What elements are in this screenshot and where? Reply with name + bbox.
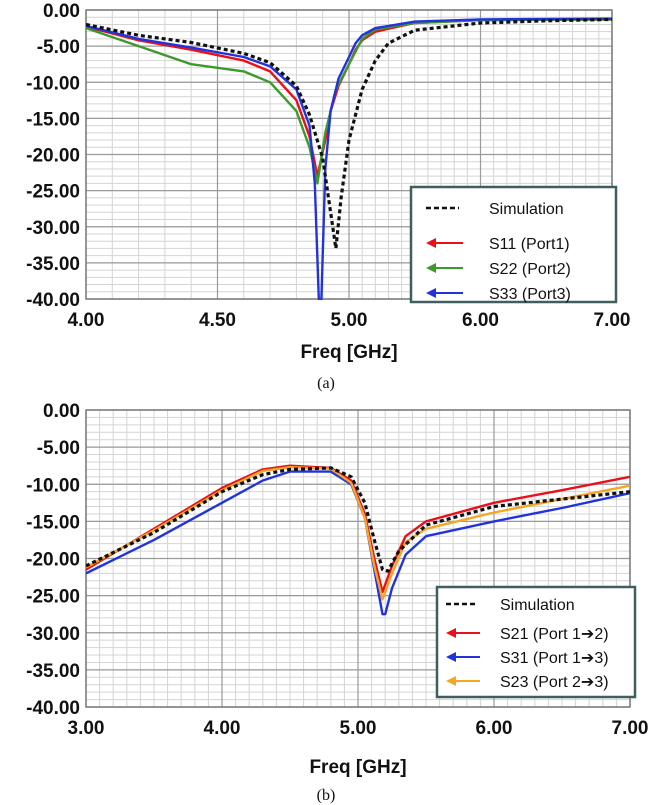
- legend-label: S11 (Port1): [489, 236, 570, 253]
- y-tick-label: -25.00: [26, 587, 80, 608]
- legend-label: S22 (Port2): [489, 261, 571, 278]
- legend-arrow-icon: [426, 263, 436, 273]
- y-tick-label: -10.00: [26, 73, 80, 94]
- y-tick-label: -30.00: [26, 624, 80, 645]
- x-tick-label: 5.00: [331, 310, 368, 331]
- legend-label: S33 (Port3): [489, 286, 571, 303]
- legend-box: [409, 185, 618, 304]
- series-line-s33-port3: [86, 17, 612, 300]
- y-tick-label: -35.00: [26, 254, 80, 275]
- figure-caption: (b): [317, 787, 336, 804]
- series-line-simulation: [86, 466, 630, 573]
- legend-box: [435, 585, 637, 699]
- legend-label: Simulation: [489, 201, 564, 218]
- legend-arrow-icon: [446, 676, 456, 686]
- plot-frame: [85, 409, 631, 708]
- x-axis-title: Freq [GHz]: [309, 757, 406, 778]
- x-tick-label: 7.00: [594, 310, 631, 331]
- y-tick-label: -20.00: [26, 550, 80, 571]
- series-line-s22-port2: [86, 18, 612, 185]
- y-tick-label: -15.00: [26, 109, 80, 130]
- y-tick-label: -15.00: [26, 512, 80, 533]
- y-tick-label: -5.00: [37, 37, 80, 58]
- series-line-s23-port-2-3: [86, 466, 630, 601]
- y-tick-label: -20.00: [26, 146, 80, 167]
- y-tick-label: -5.00: [37, 438, 80, 459]
- y-tick-label: -30.00: [26, 218, 80, 239]
- legend-arrow-icon: [446, 628, 456, 638]
- y-tick-label: -40.00: [26, 698, 80, 719]
- y-tick-label: 0.00: [43, 401, 80, 422]
- legend-label: S21 (Port 1➔2): [500, 626, 609, 643]
- legend: Simulation S11 (Port1) S22 (Port2) S33 (Por…: [409, 185, 618, 304]
- y-tick-label: -35.00: [26, 661, 80, 682]
- y-tick-label: -10.00: [26, 475, 80, 496]
- legend-label: S31 (Port 1➔3): [500, 650, 609, 667]
- y-tick-label: 0.00: [43, 1, 80, 22]
- series-group: [86, 17, 612, 300]
- plot-frame: [85, 9, 613, 300]
- figure-caption: (a): [317, 375, 335, 392]
- legend-arrow-icon: [426, 238, 436, 248]
- x-tick-label: 4.50: [199, 310, 236, 331]
- x-tick-label: 6.00: [476, 718, 513, 739]
- y-tick-label: -25.00: [26, 182, 80, 203]
- x-tick-label: 6.00: [462, 310, 499, 331]
- x-tick-label: 7.00: [612, 718, 649, 739]
- y-tick-label: -40.00: [26, 290, 80, 311]
- legend-arrow-icon: [446, 652, 456, 662]
- series-group: [86, 464, 630, 616]
- legend-label: S23 (Port 2➔3): [500, 674, 609, 691]
- x-tick-label: 3.00: [68, 718, 105, 739]
- legend-label: Simulation: [500, 597, 575, 614]
- legend-arrow-icon: [426, 288, 436, 298]
- chart-b: 0.00 -5.00 -10.00 -15.00 -20.00 -25.00 -30.00 -…: [26, 401, 648, 804]
- legend: Simulation S21 (Port 1➔2) S31 (Port 1➔3) S2…: [435, 585, 637, 699]
- x-axis-title: Freq [GHz]: [300, 342, 397, 363]
- x-tick-label: 4.00: [68, 310, 105, 331]
- chart-a: 0.00 -5.00 -10.00 -15.00 -20.00 -25.00 -30.00 -…: [26, 1, 630, 392]
- x-tick-label: 4.00: [204, 718, 241, 739]
- x-tick-label: 5.00: [340, 718, 377, 739]
